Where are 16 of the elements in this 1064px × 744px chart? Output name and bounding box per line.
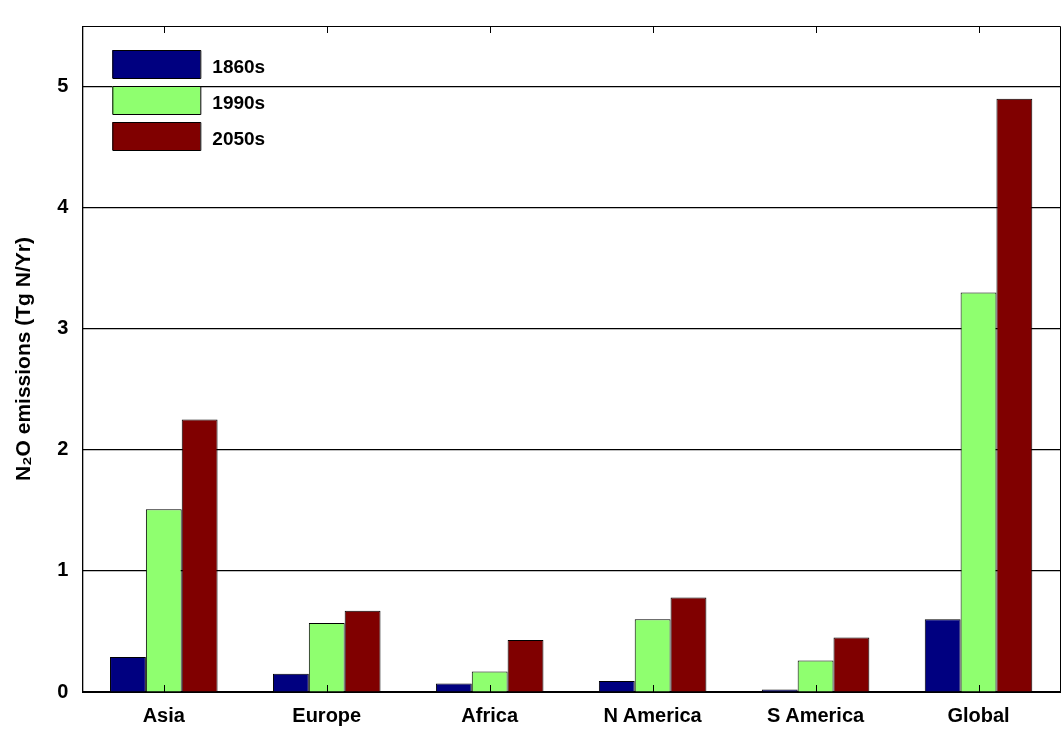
y-tick-label: 5 [57, 74, 69, 97]
y-tick-label: 2 [57, 437, 69, 460]
y-tick-label: 4 [57, 195, 70, 218]
x-tick-label: N America [603, 703, 703, 726]
y-tick-label: 1 [57, 558, 69, 581]
x-tick-label: S America [767, 703, 865, 726]
y-tick-label: 0 [57, 679, 69, 702]
x-tick-label: Global [947, 703, 1010, 726]
legend-label: 2050s [212, 128, 266, 150]
y-axis-title: N₂O emissions (Tg N/Yr) [11, 237, 35, 481]
legend-label: 1860s [212, 56, 266, 78]
x-tick-label: Africa [461, 703, 519, 726]
legend-label: 1990s [212, 92, 266, 114]
y-tick-label: 3 [57, 316, 69, 339]
x-tick-label: Europe [292, 703, 362, 726]
x-tick-label: Asia [142, 703, 186, 726]
